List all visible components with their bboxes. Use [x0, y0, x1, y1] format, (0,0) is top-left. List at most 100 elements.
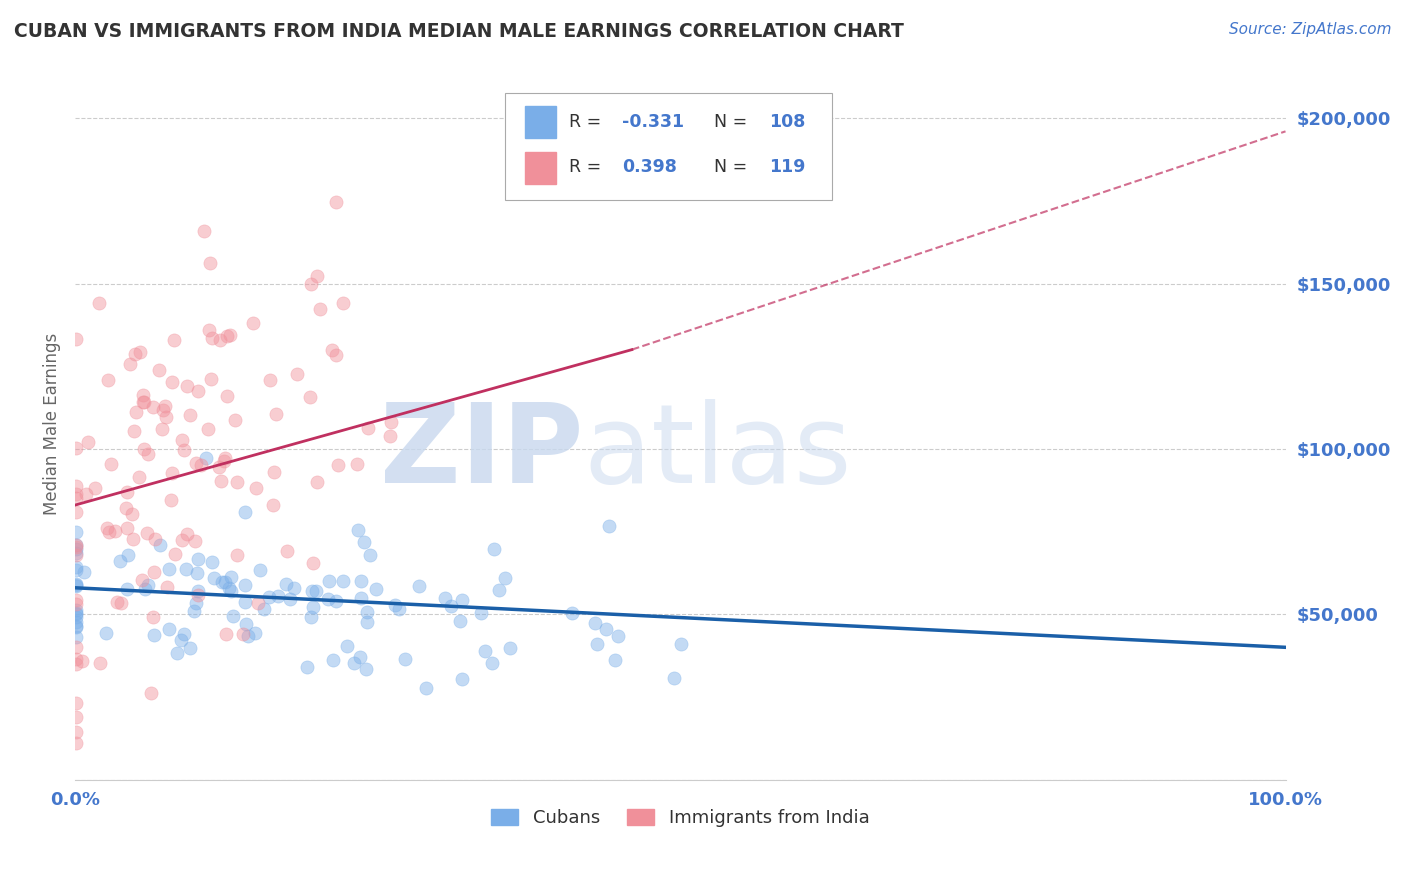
Point — [183, 603, 205, 617]
Point — [186, 596, 208, 610]
Point — [160, 376, 183, 390]
Point — [380, 415, 402, 429]
Point — [124, 346, 146, 360]
Point — [152, 403, 174, 417]
Point — [65, 640, 87, 654]
Text: 0.398: 0.398 — [623, 159, 678, 177]
Point — [215, 329, 238, 343]
Point — [75, 487, 97, 501]
Point — [346, 523, 368, 537]
Point — [108, 553, 131, 567]
Point — [218, 581, 240, 595]
Point — [65, 563, 87, 577]
Point — [384, 598, 406, 612]
Point — [253, 601, 276, 615]
Point — [195, 450, 218, 465]
Point — [586, 637, 609, 651]
Point — [121, 532, 143, 546]
Text: CUBAN VS IMMIGRANTS FROM INDIA MEDIAN MALE EARNINGS CORRELATION CHART: CUBAN VS IMMIGRANTS FROM INDIA MEDIAN MA… — [14, 22, 904, 41]
Point — [94, 625, 117, 640]
Point — [274, 576, 297, 591]
Point — [325, 593, 347, 607]
Point — [233, 595, 256, 609]
Point — [65, 577, 87, 591]
Point — [295, 659, 318, 673]
Point — [449, 614, 471, 628]
Point — [236, 630, 259, 644]
Point — [325, 194, 347, 209]
Point — [129, 345, 152, 359]
Point — [211, 574, 233, 589]
Point — [201, 331, 224, 345]
Point — [125, 405, 148, 419]
Point — [96, 521, 118, 535]
Point — [132, 388, 155, 402]
Point — [142, 628, 165, 642]
Point — [138, 447, 160, 461]
Point — [243, 626, 266, 640]
Point — [100, 457, 122, 471]
Point — [132, 395, 155, 409]
Point — [278, 591, 301, 606]
Point — [309, 301, 332, 316]
Text: -0.331: -0.331 — [623, 113, 685, 131]
Point — [353, 535, 375, 549]
Point — [148, 363, 170, 377]
Point — [65, 332, 87, 346]
Point — [170, 633, 193, 648]
Point — [247, 596, 270, 610]
Legend: Cubans, Immigrants from India: Cubans, Immigrants from India — [484, 802, 876, 835]
Point — [474, 643, 496, 657]
Point — [232, 627, 254, 641]
Point — [65, 609, 87, 624]
Text: ZIP: ZIP — [380, 399, 583, 506]
Point — [440, 599, 463, 614]
Point — [346, 457, 368, 471]
Point — [482, 542, 505, 557]
Point — [349, 591, 371, 605]
Point — [209, 333, 232, 347]
Point — [65, 725, 87, 739]
Point — [394, 651, 416, 665]
Point — [159, 492, 181, 507]
Point — [299, 610, 322, 624]
Point — [349, 649, 371, 664]
Point — [212, 454, 235, 468]
Point — [332, 574, 354, 589]
Point — [160, 467, 183, 481]
Point — [451, 672, 474, 686]
Point — [332, 296, 354, 310]
Point — [131, 573, 153, 587]
Point — [115, 521, 138, 535]
Point — [187, 588, 209, 602]
Text: Source: ZipAtlas.com: Source: ZipAtlas.com — [1229, 22, 1392, 37]
Point — [318, 574, 340, 589]
Point — [117, 548, 139, 562]
Point — [451, 593, 474, 607]
Point — [257, 590, 280, 604]
Point — [65, 579, 87, 593]
Point — [215, 388, 238, 402]
Point — [184, 534, 207, 549]
Point — [121, 508, 143, 522]
Point — [134, 582, 156, 597]
Point — [128, 470, 150, 484]
Point — [141, 686, 163, 700]
Point — [105, 595, 128, 609]
Text: 119: 119 — [769, 159, 806, 177]
Point — [186, 566, 208, 581]
Point — [187, 583, 209, 598]
Point — [583, 616, 606, 631]
Point — [98, 525, 121, 540]
Point — [143, 532, 166, 546]
Point — [65, 736, 87, 750]
Point — [150, 422, 173, 436]
Point — [134, 442, 156, 457]
Y-axis label: Median Male Earnings: Median Male Earnings — [44, 333, 60, 516]
Point — [305, 584, 328, 599]
Point — [470, 606, 492, 620]
Point — [170, 434, 193, 448]
Point — [328, 458, 350, 472]
FancyBboxPatch shape — [505, 94, 831, 200]
Point — [322, 653, 344, 667]
